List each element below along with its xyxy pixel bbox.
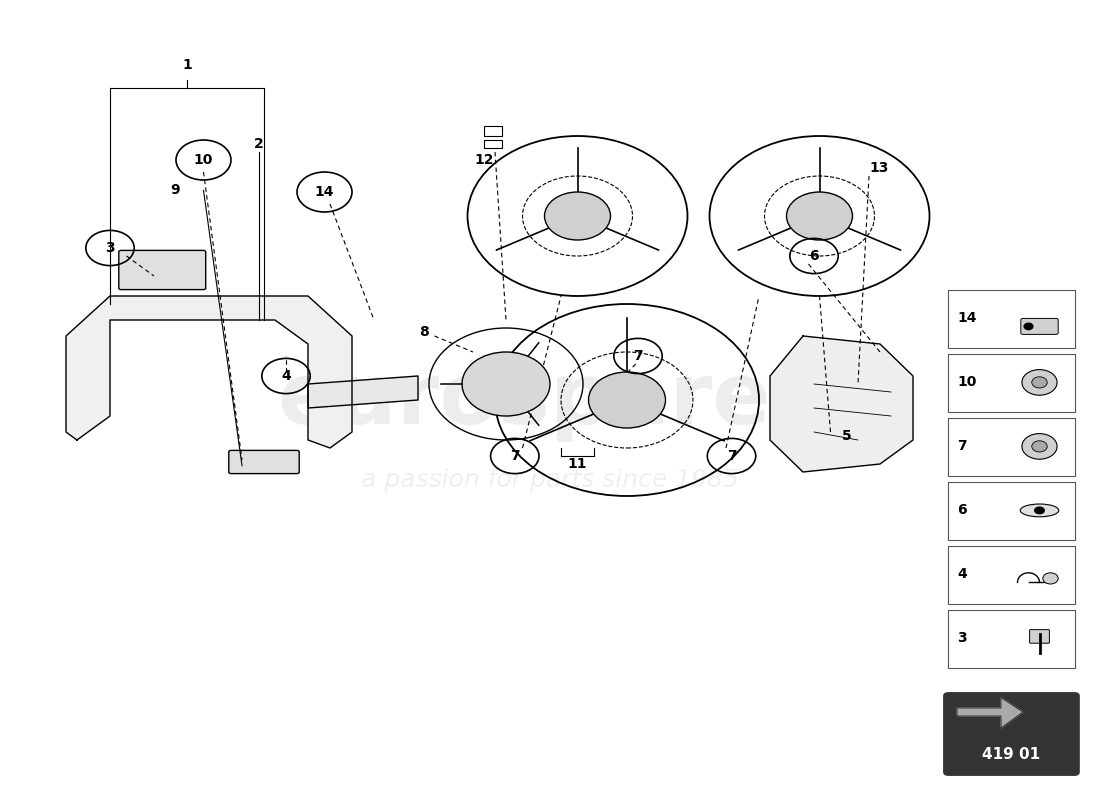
Text: 14: 14	[957, 311, 977, 326]
Text: 6: 6	[957, 503, 967, 518]
Text: 7: 7	[510, 449, 519, 463]
FancyBboxPatch shape	[948, 610, 1075, 668]
FancyBboxPatch shape	[948, 482, 1075, 540]
Text: 6: 6	[810, 249, 818, 263]
Circle shape	[1022, 434, 1057, 459]
Text: 11: 11	[568, 457, 587, 471]
Text: 10: 10	[194, 153, 213, 167]
Text: 4: 4	[282, 369, 290, 383]
Text: 12: 12	[474, 153, 494, 167]
Circle shape	[1043, 573, 1058, 584]
FancyBboxPatch shape	[944, 693, 1079, 775]
Text: 14: 14	[315, 185, 334, 199]
Circle shape	[1034, 506, 1045, 514]
Text: 3: 3	[957, 631, 967, 646]
FancyBboxPatch shape	[119, 250, 206, 290]
Polygon shape	[770, 336, 913, 472]
Circle shape	[786, 192, 852, 240]
Text: 7: 7	[957, 439, 967, 454]
Circle shape	[1022, 370, 1057, 395]
Text: a passion for parts since 1985: a passion for parts since 1985	[361, 468, 739, 492]
Ellipse shape	[1021, 504, 1058, 517]
Text: 4: 4	[957, 567, 967, 582]
FancyBboxPatch shape	[1021, 318, 1058, 334]
Text: eurospares: eurospares	[277, 358, 823, 442]
Text: 5: 5	[843, 429, 851, 443]
FancyBboxPatch shape	[948, 418, 1075, 476]
Text: 2: 2	[254, 137, 263, 151]
FancyBboxPatch shape	[229, 450, 299, 474]
Text: 8: 8	[419, 325, 428, 339]
Circle shape	[1024, 323, 1033, 330]
Text: 1: 1	[183, 58, 191, 72]
Circle shape	[1032, 377, 1047, 388]
FancyBboxPatch shape	[484, 126, 502, 136]
Circle shape	[462, 352, 550, 416]
Text: 13: 13	[869, 161, 889, 175]
FancyBboxPatch shape	[484, 140, 502, 148]
Polygon shape	[957, 698, 1023, 728]
Text: 10: 10	[957, 375, 977, 390]
FancyBboxPatch shape	[948, 546, 1075, 604]
Circle shape	[1032, 441, 1047, 452]
Polygon shape	[308, 376, 418, 408]
Text: 3: 3	[106, 241, 114, 255]
Circle shape	[588, 372, 666, 428]
Text: 419 01: 419 01	[982, 747, 1041, 762]
Text: 9: 9	[170, 183, 180, 198]
Text: 7: 7	[634, 349, 642, 363]
Polygon shape	[66, 296, 352, 448]
Text: 7: 7	[727, 449, 736, 463]
FancyBboxPatch shape	[948, 290, 1075, 348]
Circle shape	[544, 192, 610, 240]
FancyBboxPatch shape	[1030, 630, 1049, 643]
FancyBboxPatch shape	[948, 354, 1075, 412]
